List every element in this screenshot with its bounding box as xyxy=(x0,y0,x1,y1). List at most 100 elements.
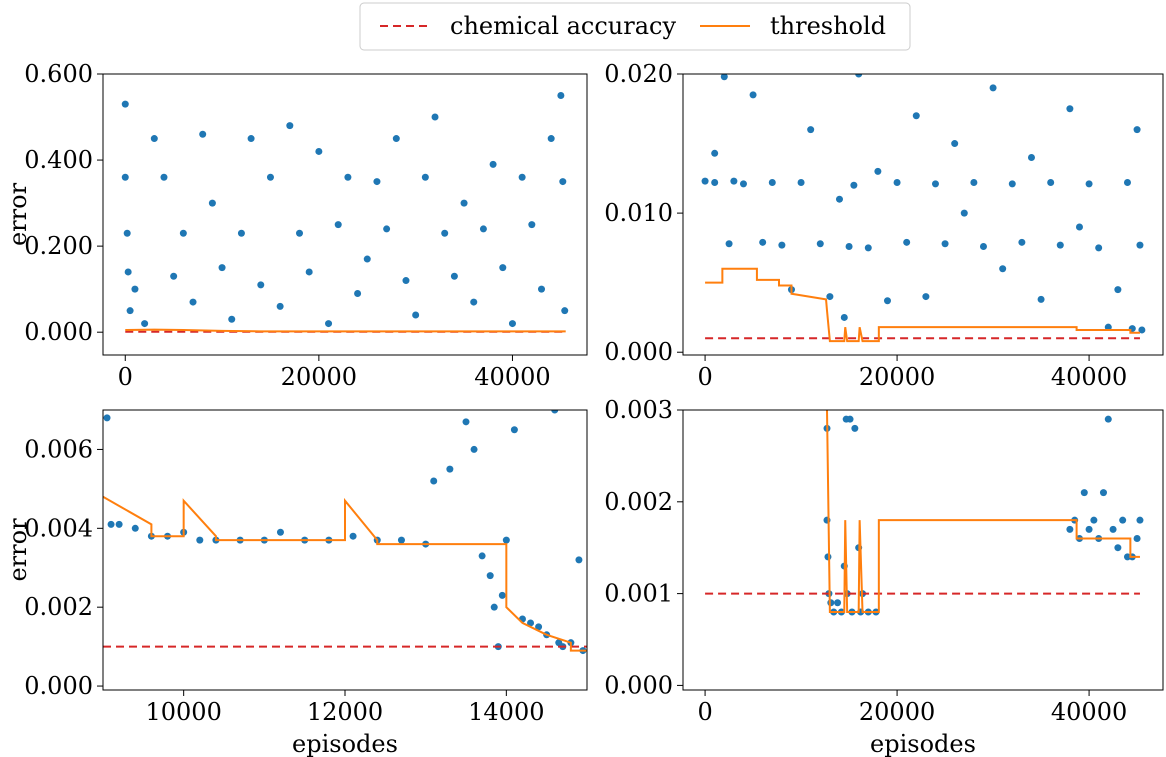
threshold-line xyxy=(103,495,587,652)
point xyxy=(1047,179,1055,187)
threshold-line xyxy=(825,410,1140,613)
x-tick-label: 14000 xyxy=(468,698,544,726)
point xyxy=(1008,180,1016,188)
point xyxy=(970,179,978,187)
point xyxy=(1104,323,1112,331)
point xyxy=(490,603,498,611)
point xyxy=(827,599,835,607)
axes-frame xyxy=(102,73,588,356)
point xyxy=(535,623,543,631)
point xyxy=(412,311,420,319)
point xyxy=(397,536,405,544)
y-tick-label: 0.020 xyxy=(604,60,673,88)
point xyxy=(759,238,767,246)
point xyxy=(845,242,853,250)
point xyxy=(486,572,494,580)
point xyxy=(383,225,391,233)
point xyxy=(266,173,274,181)
point xyxy=(179,229,187,237)
point xyxy=(1136,241,1144,249)
legend-label: chemical accuracy xyxy=(450,12,676,40)
point xyxy=(749,91,757,99)
y-tick-label: 0.000 xyxy=(24,318,93,346)
y-tick-label: 0.003 xyxy=(604,396,673,424)
plot-area xyxy=(701,74,1146,343)
point xyxy=(850,181,858,189)
plot-area xyxy=(103,410,587,655)
point xyxy=(441,229,449,237)
y-tick-label: 0.001 xyxy=(604,580,673,608)
point xyxy=(528,221,536,229)
point xyxy=(711,149,719,157)
y-tick-label: 0.002 xyxy=(24,593,93,621)
point xyxy=(1138,326,1146,334)
point xyxy=(931,180,939,188)
point xyxy=(446,465,454,473)
point xyxy=(508,320,516,328)
point xyxy=(402,277,410,285)
point xyxy=(855,74,863,78)
point xyxy=(334,221,342,229)
point xyxy=(160,173,168,181)
x-tick-label: 40000 xyxy=(474,363,550,391)
point xyxy=(237,229,245,237)
point xyxy=(325,320,333,328)
point xyxy=(276,302,284,310)
point xyxy=(1066,105,1074,113)
point xyxy=(315,147,323,155)
point xyxy=(1123,179,1131,187)
point xyxy=(1075,223,1083,231)
x-tick-label: 20000 xyxy=(859,698,935,726)
point xyxy=(126,307,134,315)
point xyxy=(730,177,738,185)
y-tick-label: 0.400 xyxy=(24,146,93,174)
point xyxy=(824,553,832,561)
point xyxy=(363,255,371,263)
point xyxy=(421,173,429,181)
y-axis-label: error xyxy=(4,518,32,582)
point xyxy=(1027,153,1035,161)
y-tick-label: 0.000 xyxy=(604,338,673,366)
point xyxy=(199,130,207,138)
point xyxy=(922,293,930,301)
point xyxy=(883,297,891,305)
point xyxy=(1056,241,1064,249)
point xyxy=(725,240,733,248)
axes-frame xyxy=(682,409,1164,691)
point xyxy=(903,238,911,246)
point xyxy=(189,298,197,306)
point xyxy=(1133,535,1141,543)
point xyxy=(499,264,507,272)
point xyxy=(1104,415,1112,423)
y-tick-label: 0.006 xyxy=(24,435,93,463)
point xyxy=(510,426,518,434)
point xyxy=(373,178,381,186)
point xyxy=(228,315,236,323)
point xyxy=(124,268,132,276)
point xyxy=(479,225,487,233)
point xyxy=(1136,516,1144,524)
point xyxy=(941,240,949,248)
point xyxy=(720,74,728,81)
point xyxy=(951,140,959,148)
point xyxy=(797,179,805,187)
point xyxy=(979,242,987,250)
point xyxy=(1080,489,1088,497)
point xyxy=(561,307,569,315)
point xyxy=(344,173,352,181)
plot-area xyxy=(121,92,569,333)
point xyxy=(276,528,284,536)
point xyxy=(701,177,709,185)
point xyxy=(208,199,216,207)
y-tick-label: 0.600 xyxy=(24,60,93,88)
point xyxy=(196,536,204,544)
point xyxy=(430,477,438,485)
point xyxy=(462,418,470,426)
x-axis-label: episodes xyxy=(292,730,398,757)
point xyxy=(551,410,559,414)
point xyxy=(1066,525,1074,533)
point xyxy=(354,289,362,297)
point xyxy=(502,536,510,544)
legend-label: threshold xyxy=(770,12,886,40)
point xyxy=(478,552,486,560)
